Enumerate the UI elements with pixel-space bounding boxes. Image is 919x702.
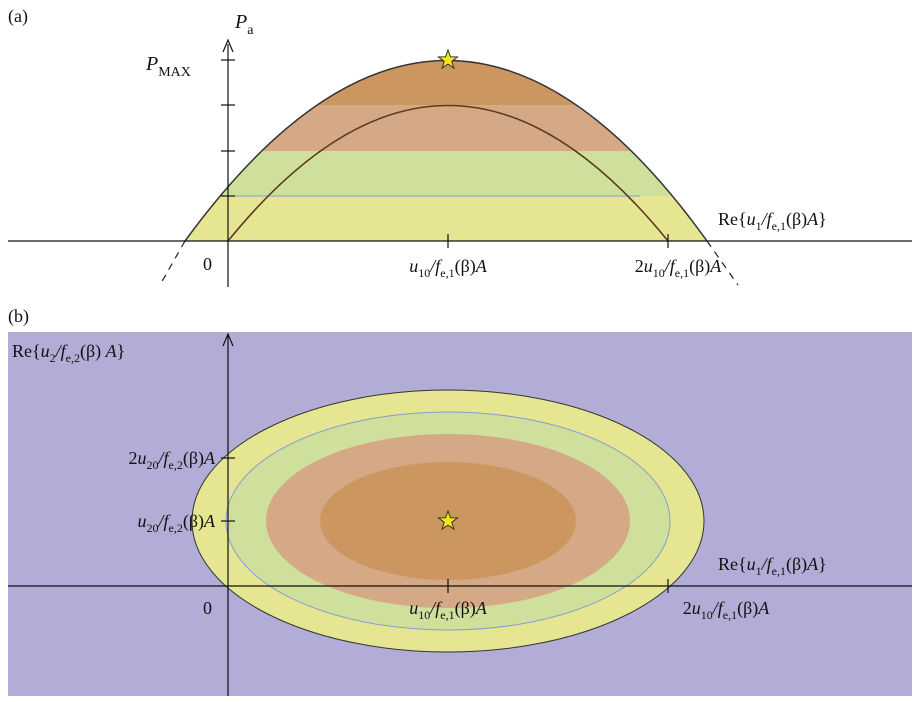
- band-tan: [185, 105, 707, 151]
- panel-b-ticks: [221, 457, 669, 593]
- panel-b-y-axis-label: Re{u2/fe,2(β) A}: [12, 341, 125, 365]
- outer-parabola-dashed-right: [706, 240, 739, 286]
- panel-a-bands: [185, 60, 707, 241]
- panel-b-y-tick-top-label: 2u20/fe,2(β)A: [129, 448, 217, 472]
- panel-b-x-axis-label: Re{u1/fe,1(β)A}: [718, 554, 827, 578]
- panel-a-x-ticks: [447, 234, 669, 248]
- band-orange: [185, 60, 707, 105]
- panel-b-label: (b): [8, 306, 29, 327]
- star-icon: [437, 509, 459, 531]
- band-yellow: [185, 196, 707, 241]
- panel-b-y-arrow: [222, 332, 234, 347]
- inner-parabola: [227, 104, 669, 242]
- panel-b-x-tick-end-label: 2u10/fe,1(β)A: [683, 598, 771, 622]
- panel-a-x-axis-label: Re{u1/fe,1(β)A}: [718, 209, 827, 233]
- outer-parabola-dashed-left: [159, 240, 186, 286]
- panel-a-tick-end-label: 2u10/fe,1(β)A: [635, 256, 723, 280]
- panel-a-y-axis-label: Pa: [234, 11, 254, 38]
- panel-a-zero: 0: [203, 254, 212, 274]
- panel-a-y-ticks: [221, 59, 235, 197]
- panel-b-zero: 0: [203, 598, 212, 618]
- panel-a-tick-mid-label: u10/fe,1(β)A: [409, 256, 488, 280]
- panel-a-y-arrow: [222, 38, 234, 53]
- star-icon: [437, 48, 459, 70]
- panel-a-label: (a): [8, 6, 28, 27]
- panel-b-x-tick-mid-label: u10/fe,1(β)A: [409, 598, 488, 622]
- pmax-label: PMAX: [145, 53, 191, 80]
- panel-b-y-tick-mid-label: u20/fe,2(β)A: [138, 511, 217, 535]
